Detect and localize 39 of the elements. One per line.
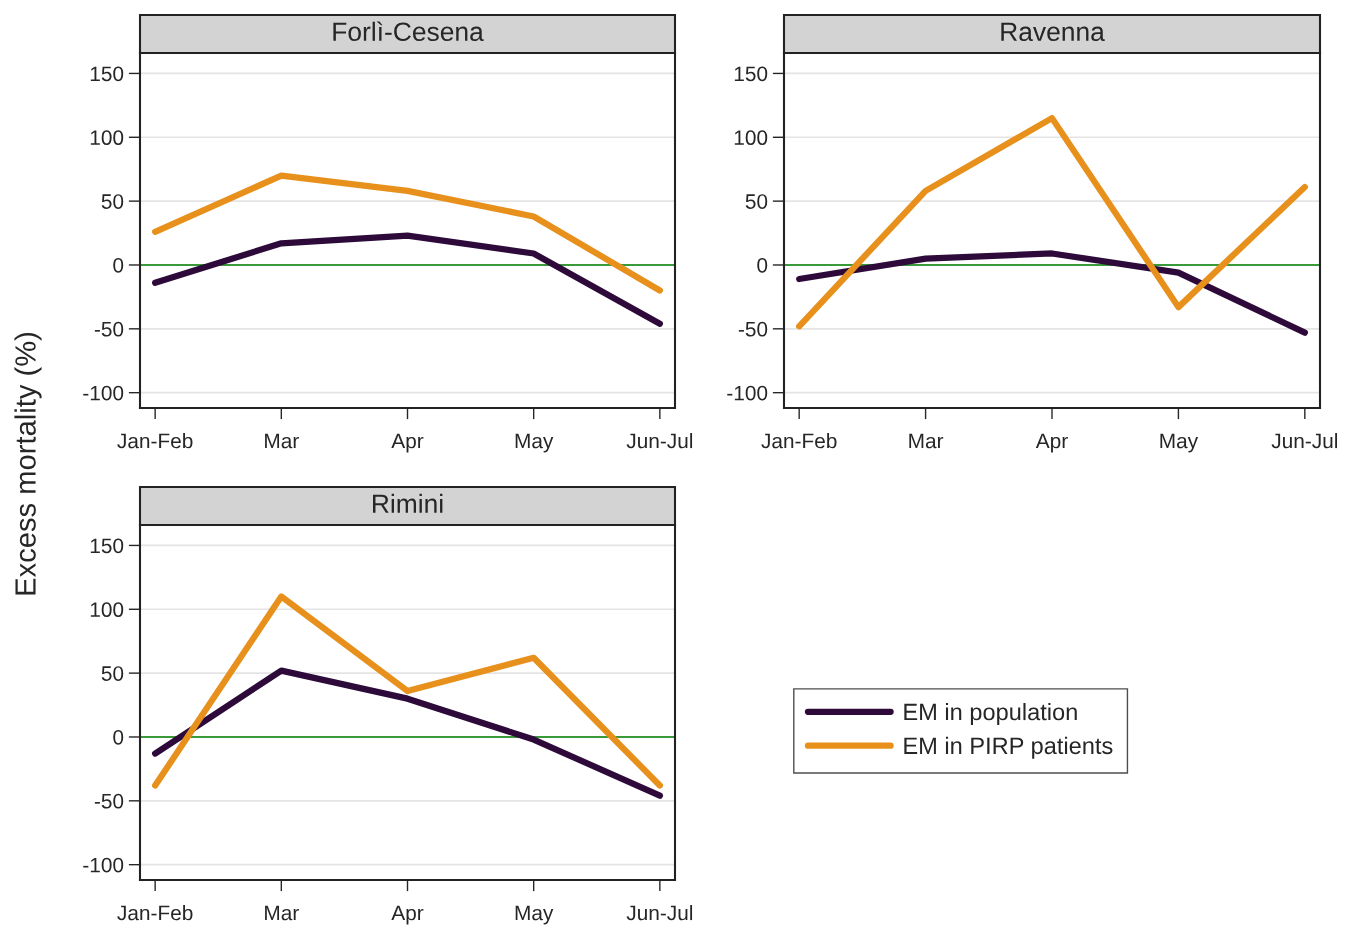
y-tick-label: 0: [113, 729, 124, 745]
y-tick-label: 100: [90, 602, 124, 618]
y-tick-label: 150: [90, 538, 124, 554]
y-tick-label: 50: [101, 194, 124, 209]
x-tick-label: Jun-Jul: [1271, 433, 1338, 449]
x-tick-label: Mar: [909, 433, 944, 449]
y-tick-label: 150: [90, 66, 124, 82]
y-tick-label: 100: [734, 130, 768, 146]
x-tick-label: May: [515, 905, 554, 925]
x-tick-label: May: [515, 433, 554, 453]
chart-title: Forlì-Cesena: [333, 21, 484, 42]
y-tick-label: -100: [83, 857, 124, 873]
y-tick-label: -100: [727, 385, 768, 401]
y-tick-label: 50: [745, 194, 768, 209]
legend-label: EM in PIRP patients: [904, 736, 1113, 759]
chart-title: Ravenna: [1001, 22, 1105, 42]
chart-title: Rimini: [373, 493, 443, 513]
x-tick-label: Mar: [265, 905, 299, 921]
x-tick-label: Jan-Feb: [761, 433, 837, 449]
y-axis-title: Excess mortality (%): [14, 332, 42, 595]
y-tick-label: 100: [90, 130, 124, 146]
y-tick-label: 0: [757, 257, 768, 273]
y-tick-label: 50: [101, 666, 124, 681]
x-tick-label: Apr: [391, 433, 424, 453]
x-tick-label: Jan-Feb: [117, 433, 193, 449]
y-tick-label: 0: [113, 257, 124, 273]
x-tick-label: May: [1160, 433, 1199, 453]
y-tick-label: -50: [738, 321, 768, 337]
legend-label: EM in population: [904, 702, 1077, 725]
y-tick-label: -50: [94, 793, 124, 809]
x-tick-label: Jun-Jul: [626, 433, 693, 449]
y-tick-label: -100: [83, 385, 124, 401]
y-tick-label: -50: [94, 321, 124, 337]
x-tick-label: Jan-Feb: [117, 905, 193, 921]
y-tick-label: 150: [734, 66, 768, 82]
x-tick-label: Apr: [391, 905, 424, 925]
x-tick-label: Mar: [265, 433, 299, 449]
x-tick-label: Jun-Jul: [626, 905, 693, 921]
x-tick-label: Apr: [1035, 433, 1068, 453]
